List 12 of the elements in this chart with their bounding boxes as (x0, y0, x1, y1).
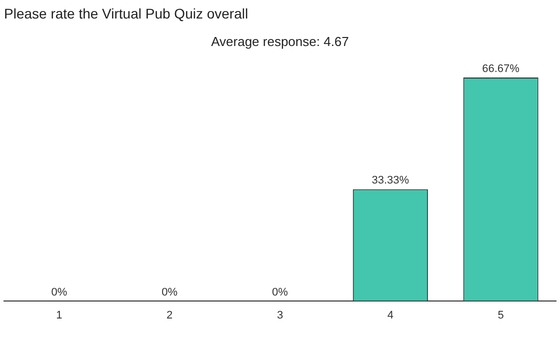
chart-title: Please rate the Virtual Pub Quiz overall (4, 5, 248, 22)
data-label: 66.67% (482, 63, 520, 76)
chart-subtitle: Average response: 4.67 (211, 34, 349, 50)
data-label: 0% (162, 286, 178, 298)
x-tick-label: 2 (166, 309, 173, 322)
x-tick-label: 5 (498, 309, 504, 322)
x-tick-label: 3 (276, 309, 284, 322)
x-tick-label: 4 (387, 309, 394, 322)
x-tick-label: 1 (56, 309, 62, 322)
data-label: 33.33% (372, 174, 410, 187)
data-label: 0% (51, 286, 68, 298)
data-label: 0% (272, 286, 288, 298)
